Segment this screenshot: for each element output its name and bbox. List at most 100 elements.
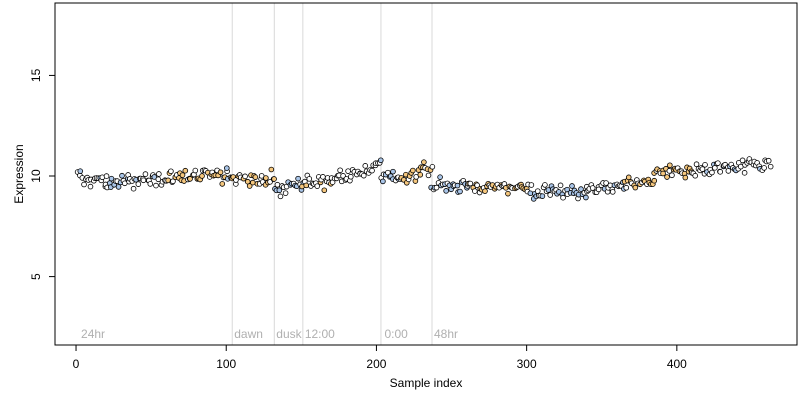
data-point xyxy=(276,187,283,194)
data-point xyxy=(660,170,666,177)
data-point xyxy=(739,157,746,164)
data-point xyxy=(667,162,673,169)
x-tick-label: 100 xyxy=(216,357,236,371)
data-point xyxy=(715,160,721,166)
data-point xyxy=(321,187,328,194)
data-point xyxy=(282,190,289,196)
data-point xyxy=(263,175,269,181)
data-point xyxy=(454,182,461,189)
data-point xyxy=(603,180,609,186)
data-point xyxy=(170,178,176,185)
data-point xyxy=(250,179,256,186)
vertical-lines xyxy=(231,3,433,345)
data-point xyxy=(155,176,162,183)
x-tick-label: 400 xyxy=(667,357,687,371)
data-point xyxy=(156,171,162,177)
data-point xyxy=(725,168,732,174)
data-point xyxy=(135,181,142,187)
data-point xyxy=(314,183,321,189)
x-tick-label: 300 xyxy=(517,357,537,371)
x-axis-title: Sample index xyxy=(390,376,463,390)
y-tick-label: 5 xyxy=(29,273,43,280)
data-point xyxy=(421,159,427,165)
data-point xyxy=(651,177,658,184)
data-point xyxy=(360,172,367,179)
data-point xyxy=(224,165,230,171)
data-point xyxy=(417,171,424,178)
data-point xyxy=(589,185,596,191)
data-point xyxy=(268,166,275,173)
data-point xyxy=(179,172,186,178)
x-tick-label: 200 xyxy=(366,357,386,371)
data-point xyxy=(348,173,354,180)
time-annotation: 0:00 xyxy=(384,327,408,341)
data-point xyxy=(142,171,149,177)
data-point xyxy=(345,168,351,174)
y-tick-label: 15 xyxy=(29,68,43,82)
data-point xyxy=(682,174,689,181)
data-point xyxy=(233,177,239,183)
data-point xyxy=(578,186,584,192)
data-point xyxy=(77,168,84,174)
data-point xyxy=(182,167,189,174)
time-annotation: dusk xyxy=(276,327,302,341)
data-point xyxy=(539,193,546,199)
data-point xyxy=(542,182,548,188)
data-point xyxy=(119,172,125,179)
data-point xyxy=(467,180,474,187)
y-tick-label: 10 xyxy=(29,169,43,183)
data-point xyxy=(443,188,449,194)
data-point xyxy=(767,163,774,170)
data-point xyxy=(271,176,277,182)
data-point xyxy=(583,194,589,201)
data-point xyxy=(437,174,443,180)
data-point xyxy=(303,182,310,189)
data-point xyxy=(425,172,432,179)
data-point xyxy=(377,157,384,164)
data-point xyxy=(692,172,698,179)
data-point xyxy=(217,169,224,176)
data-point xyxy=(693,161,700,168)
data-point xyxy=(340,173,346,179)
data-point xyxy=(140,177,147,184)
data-point xyxy=(472,188,478,194)
data-point xyxy=(625,174,632,181)
data-point xyxy=(482,188,488,194)
data-point xyxy=(151,174,158,180)
data-point xyxy=(457,188,463,195)
data-point xyxy=(623,184,630,191)
data-point xyxy=(765,157,772,164)
data-point xyxy=(699,166,706,172)
data-point xyxy=(252,174,259,180)
data-point xyxy=(632,184,639,191)
data-point xyxy=(362,163,369,169)
data-point xyxy=(474,182,480,189)
data-point xyxy=(130,185,137,192)
y-axis: 5 10 15 xyxy=(29,68,56,280)
time-annotation: 12:00 xyxy=(305,327,335,341)
x-axis: 0 100 200 300 400 xyxy=(73,344,687,371)
data-point xyxy=(168,168,174,175)
data-point xyxy=(547,192,553,198)
data-point xyxy=(702,162,708,168)
data-point xyxy=(761,165,767,171)
data-point xyxy=(274,181,281,188)
data-points xyxy=(74,156,774,202)
data-point xyxy=(277,193,284,200)
data-point xyxy=(103,173,110,179)
data-point xyxy=(369,167,375,174)
data-point xyxy=(108,175,115,182)
data-point xyxy=(295,175,301,182)
y-axis-title: Expression xyxy=(12,144,26,203)
data-point xyxy=(337,167,343,174)
data-point xyxy=(267,179,273,185)
data-point xyxy=(192,167,199,174)
data-point xyxy=(390,168,396,175)
time-annotation: 48hr xyxy=(434,327,458,341)
data-point xyxy=(320,174,326,180)
time-annotation: dawn xyxy=(234,327,263,341)
data-point xyxy=(242,173,248,180)
data-point xyxy=(560,194,566,201)
